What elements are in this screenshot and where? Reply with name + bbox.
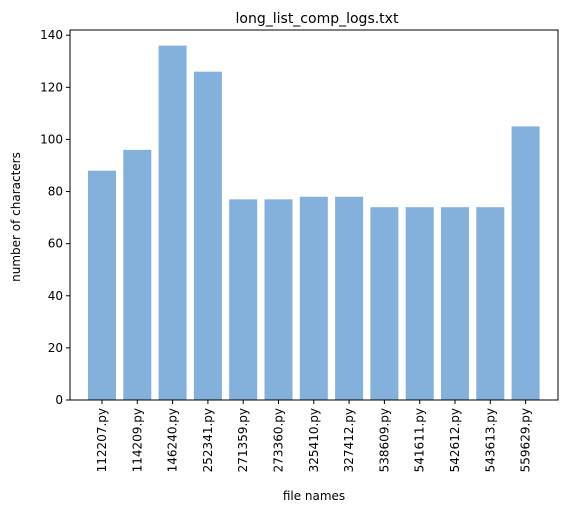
x-tick-label: 559629.py xyxy=(519,408,533,472)
bar-271359.py xyxy=(229,199,258,400)
x-tick-label: 271359.py xyxy=(236,408,250,472)
y-tick-label: 20 xyxy=(48,341,63,355)
bar-327412.py xyxy=(335,196,364,400)
bar-543613.py xyxy=(476,207,505,400)
x-tick-label: 327412.py xyxy=(342,408,356,472)
y-tick-label: 40 xyxy=(48,289,63,303)
bar-559629.py xyxy=(511,126,540,400)
y-tick-label: 60 xyxy=(48,237,63,251)
x-tick-label: 114209.py xyxy=(130,408,144,472)
y-tick-label: 0 xyxy=(55,393,63,407)
bar-146240.py xyxy=(158,45,187,401)
x-tick-label: 146240.py xyxy=(166,408,180,472)
x-axis-label: file names xyxy=(283,489,345,503)
x-tick-label: 543613.py xyxy=(483,408,497,472)
bar-542612.py xyxy=(441,207,469,400)
y-tick-label: 100 xyxy=(40,132,63,146)
x-tick-label: 541611.py xyxy=(413,408,427,472)
bar-541611.py xyxy=(405,207,434,400)
y-axis: 0 20 40 60 80 100 120 140 xyxy=(40,28,70,407)
bar-252341.py xyxy=(193,71,222,401)
plot-frame xyxy=(69,29,559,401)
y-tick-label: 120 xyxy=(40,80,63,94)
x-tick-label: 542612.py xyxy=(448,408,462,472)
x-axis: 112207.py 114209.py 146240.py 252341.py 2713… xyxy=(95,400,533,472)
y-tick-label: 140 xyxy=(40,28,63,42)
y-tick-label: 80 xyxy=(48,185,63,199)
bars-group xyxy=(88,45,540,401)
bar-112207.py xyxy=(88,170,116,400)
bar-538609.py xyxy=(370,207,399,400)
bar-325410.py xyxy=(299,196,328,400)
x-tick-label: 252341.py xyxy=(201,408,215,472)
x-tick-label: 112207.py xyxy=(95,408,109,472)
bar-114209.py xyxy=(123,149,152,400)
y-axis-label: number of characters xyxy=(9,152,23,282)
x-tick-label: 538609.py xyxy=(377,408,391,472)
bar-273360.py xyxy=(264,199,293,400)
x-tick-label: 273360.py xyxy=(272,408,286,472)
chart-title: long_list_comp_logs.txt xyxy=(236,11,399,27)
x-tick-label: 325410.py xyxy=(307,408,321,472)
